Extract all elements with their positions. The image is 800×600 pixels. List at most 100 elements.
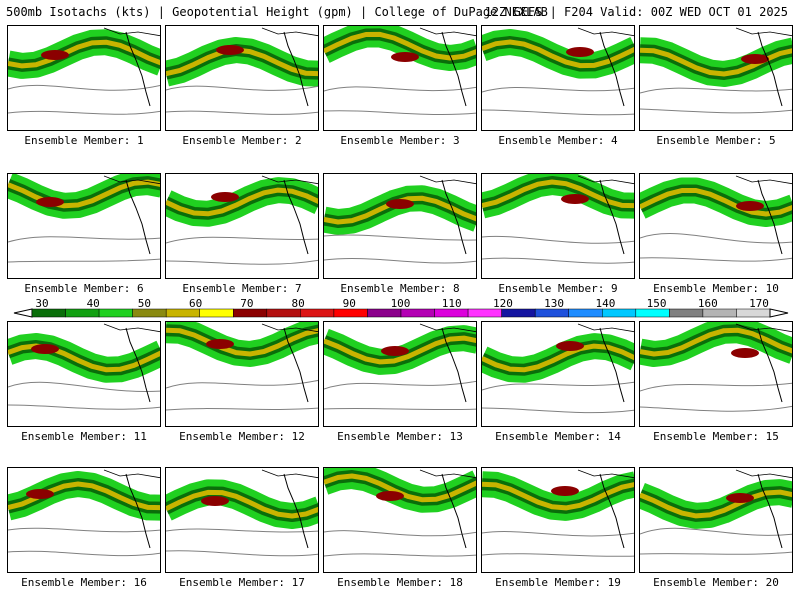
ensemble-member-label: Ensemble Member: 18 <box>337 576 463 589</box>
isotach-field <box>482 27 634 116</box>
ensemble-member-label: Ensemble Member: 12 <box>179 430 305 443</box>
ensemble-member-label: Ensemble Member: 11 <box>21 430 147 443</box>
colorbar-cell <box>434 308 469 318</box>
colorbar-cell <box>602 308 637 318</box>
colorbar-cell <box>534 308 569 318</box>
ensemble-member-label: Ensemble Member: 1 <box>24 134 144 147</box>
ensemble-map-panel <box>323 25 477 131</box>
isotach-field <box>482 323 634 414</box>
colorbar-cell <box>98 308 133 318</box>
colorbar-tick-label: 160 <box>697 297 718 310</box>
isotach-field <box>324 26 476 116</box>
colorbar-tick-label: 30 <box>35 297 49 310</box>
ensemble-map-panel <box>323 321 477 427</box>
isotach-field <box>166 322 318 411</box>
ensemble-map-panel <box>481 321 635 427</box>
ensemble-member-label: Ensemble Member: 17 <box>179 576 305 589</box>
colorbar-tick-label: 60 <box>188 297 203 310</box>
ensemble-map-panel <box>481 173 635 279</box>
ensemble-member-label: Ensemble Member: 19 <box>495 576 621 589</box>
map-title: 500mb Isotachs (kts) | Geopotential Heig… <box>6 5 548 19</box>
colorbar-cell <box>669 308 704 318</box>
ensemble-member-label: Ensemble Member: 10 <box>653 282 779 295</box>
colorbar-cell <box>736 308 771 318</box>
isotach-field <box>482 469 634 557</box>
ensemble-member-label: Ensemble Member: 13 <box>337 430 463 443</box>
ensemble-member-label: Ensemble Member: 9 <box>498 282 618 295</box>
isotach-field <box>324 468 476 557</box>
colorbar-cell <box>266 308 301 318</box>
colorbar-cell <box>400 308 435 318</box>
ensemble-member-label: Ensemble Member: 2 <box>182 134 302 147</box>
ensemble-map-panel <box>7 25 161 131</box>
ensemble-map-panel <box>165 321 319 427</box>
colorbar-cell <box>233 308 268 318</box>
isotach-field <box>640 469 792 555</box>
isotach-field <box>8 323 160 410</box>
ensemble-member-label: Ensemble Member: 4 <box>498 134 618 147</box>
colorbar-cell <box>333 308 368 318</box>
ensemble-map-panel <box>7 173 161 279</box>
isotach-field <box>640 175 792 262</box>
colorbar-tick-label: 150 <box>646 297 667 310</box>
isotach-field <box>8 27 160 115</box>
ensemble-member-label: Ensemble Member: 20 <box>653 576 779 589</box>
colorbar-tick-label: 50 <box>137 297 152 310</box>
colorbar-low-arrow <box>13 308 33 318</box>
isotach-field <box>640 322 792 412</box>
colorbar-tick-label: 130 <box>544 297 565 310</box>
colorbar-tick-label: 170 <box>749 297 769 310</box>
ensemble-map-panel <box>639 173 793 279</box>
colorbar-cell <box>501 308 536 318</box>
colorbar-cell <box>132 308 167 318</box>
ensemble-map-panel <box>639 25 793 131</box>
colorbar-tick-label: 140 <box>595 297 616 310</box>
colorbar-cell <box>199 308 234 318</box>
isotach-field <box>8 469 160 557</box>
colorbar-tick-label: 100 <box>390 297 411 310</box>
ensemble-map-panel <box>639 321 793 427</box>
colorbar-cell <box>300 308 335 318</box>
ensemble-member-label: Ensemble Member: 6 <box>24 282 144 295</box>
map-header: 500mb Isotachs (kts) | Geopotential Heig… <box>6 5 794 21</box>
colorbar-tick-label: 40 <box>86 297 100 310</box>
colorbar-cell <box>31 308 66 318</box>
colorbar-cell <box>467 308 502 318</box>
isotach-field <box>166 27 318 115</box>
ensemble-member-label: Ensemble Member: 7 <box>182 282 302 295</box>
colorbar-cell <box>568 308 603 318</box>
ensemble-map-panel <box>481 467 635 573</box>
isotach-field <box>324 323 476 411</box>
ensemble-member-label: Ensemble Member: 15 <box>653 430 779 443</box>
ensemble-map-panel <box>165 173 319 279</box>
isotach-field <box>640 27 792 114</box>
ensemble-map-panel <box>323 467 477 573</box>
isotach-field <box>166 469 318 557</box>
ensemble-member-label: Ensemble Member: 5 <box>656 134 776 147</box>
ensemble-map-panel <box>323 173 477 279</box>
ensemble-member-label: Ensemble Member: 3 <box>340 134 460 147</box>
ensemble-member-label: Ensemble Member: 14 <box>495 430 621 443</box>
isotach-field <box>324 175 476 264</box>
colorbar-tick-label: 120 <box>492 297 513 310</box>
colorbar-tick-label: 90 <box>342 297 356 310</box>
colorbar-high-arrow <box>769 308 789 318</box>
colorbar-tick-label: 110 <box>441 297 462 310</box>
ensemble-map-panel <box>165 467 319 573</box>
model-valid-time: 12Z GEFS | F204 Valid: 00Z WED OCT 01 20… <box>484 5 788 19</box>
colorbar-cell <box>65 308 100 318</box>
ensemble-map-panel <box>7 321 161 427</box>
isotach-field <box>482 174 634 264</box>
colorbar-cell <box>702 308 737 318</box>
ensemble-member-label: Ensemble Member: 16 <box>21 576 147 589</box>
isotach-field <box>8 174 160 263</box>
colorbar-tick-label: 80 <box>291 297 305 310</box>
isotach-colorbar <box>13 308 789 318</box>
ensemble-map-panel <box>165 25 319 131</box>
colorbar-tick-label: 70 <box>240 297 254 310</box>
ensemble-map-panel <box>639 467 793 573</box>
colorbar-cell <box>165 308 200 318</box>
ensemble-member-label: Ensemble Member: 8 <box>340 282 460 295</box>
ensemble-map-panel <box>481 25 635 131</box>
colorbar-cell <box>635 308 670 318</box>
